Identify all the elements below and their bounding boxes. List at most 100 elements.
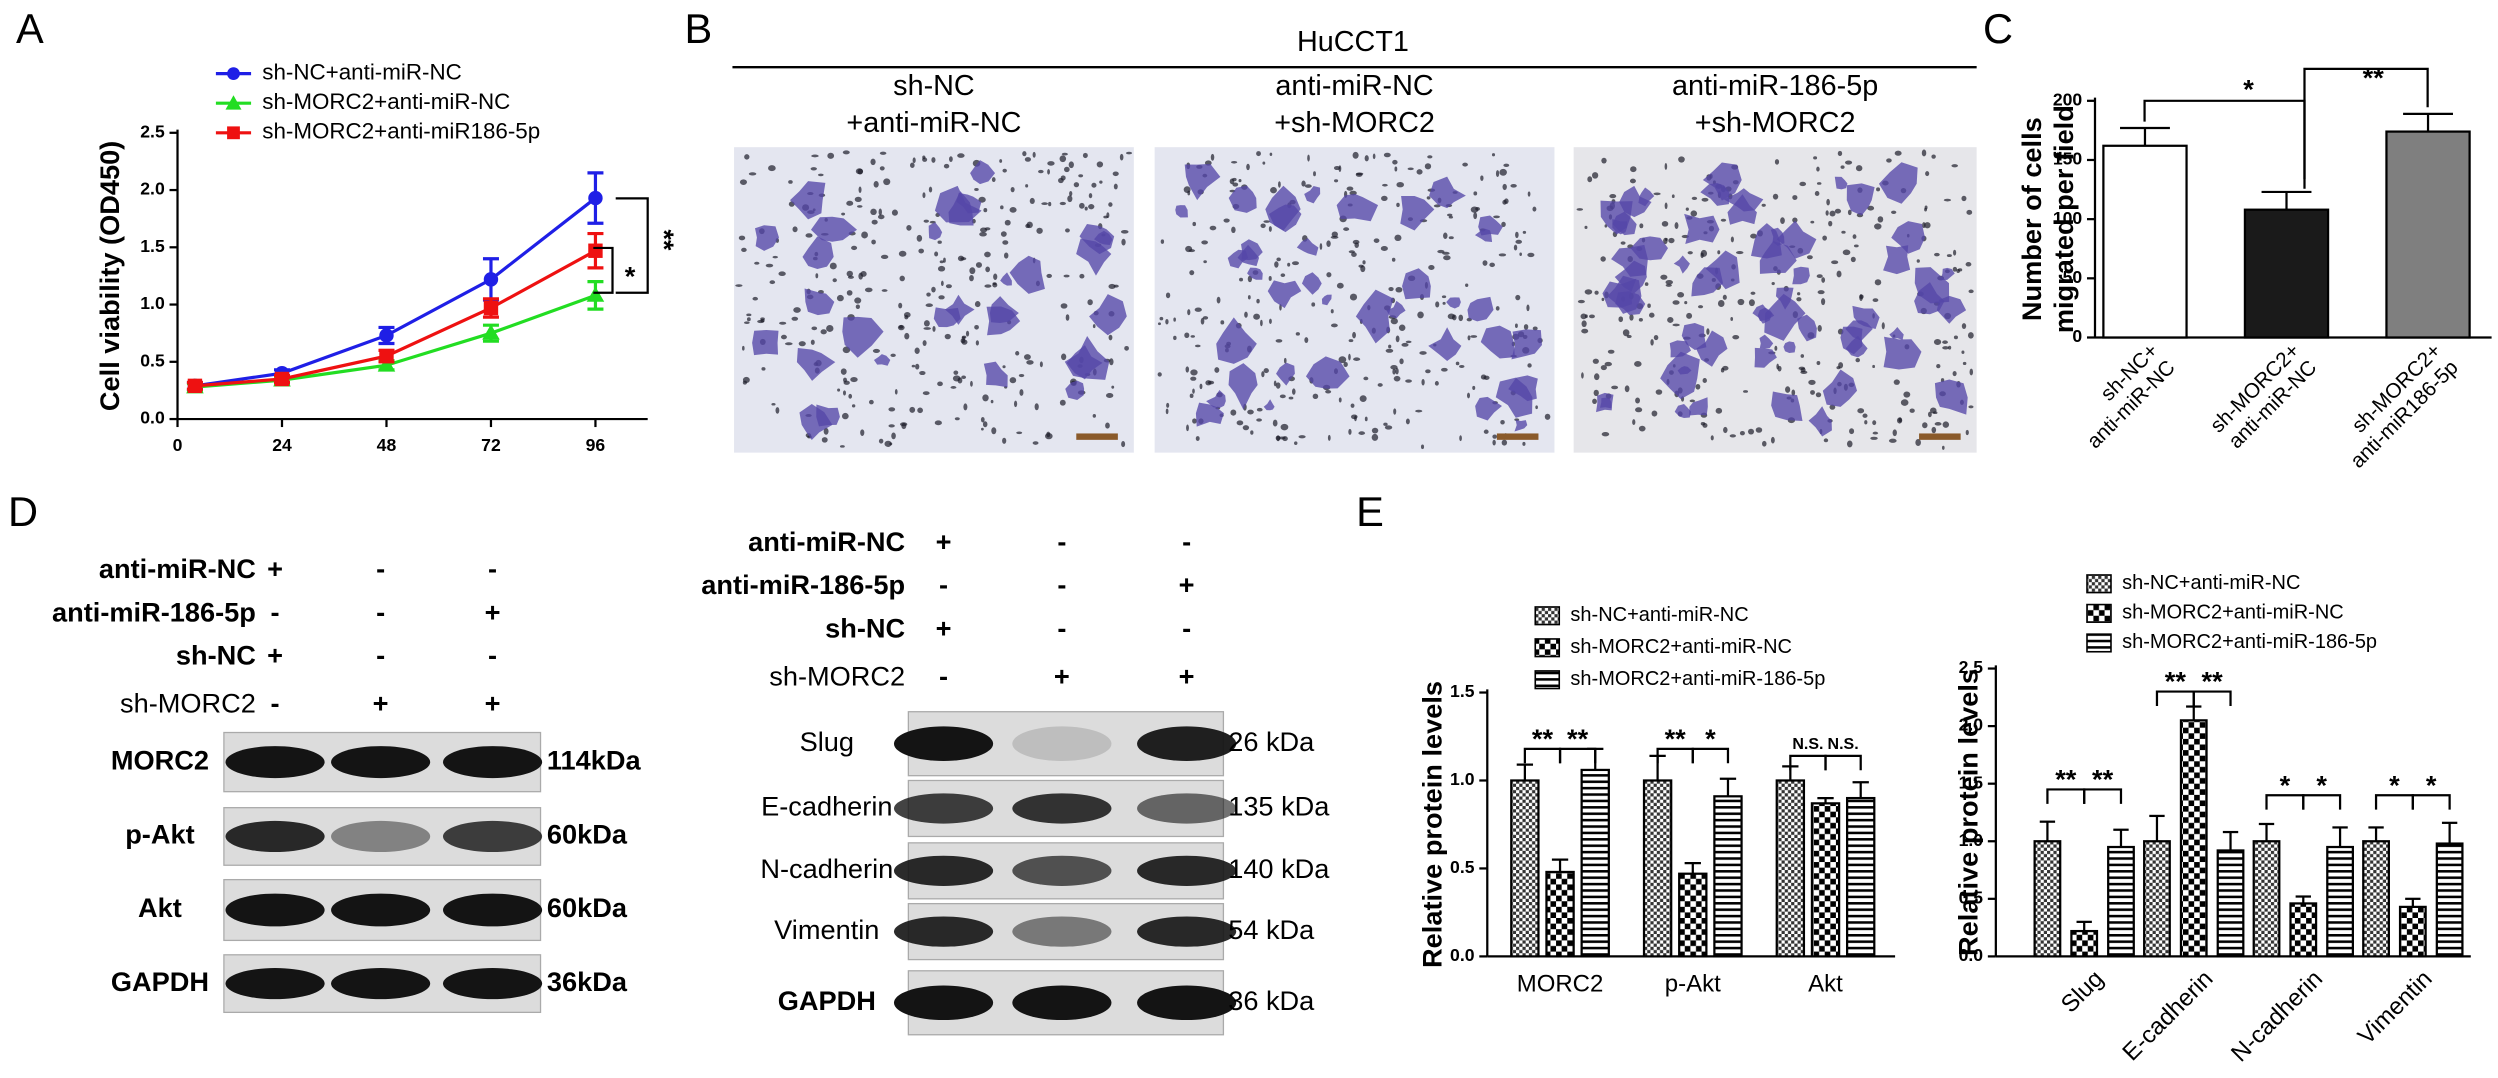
pore [917, 407, 923, 414]
stained-cell [1600, 397, 1612, 409]
pore [1025, 184, 1029, 188]
pore [981, 427, 984, 431]
pore [903, 312, 911, 318]
pore [1594, 290, 1599, 295]
pore [1777, 365, 1782, 372]
pore [1165, 408, 1169, 415]
panel-label: B [684, 5, 712, 52]
pore [954, 417, 960, 421]
scale-bar [1919, 433, 1961, 440]
blot-band [331, 746, 431, 779]
pore [982, 394, 989, 402]
marker [274, 371, 290, 387]
pore [1428, 264, 1435, 270]
y-tick-label: 0.0 [1450, 945, 1475, 965]
pore [934, 420, 942, 426]
pore [1927, 411, 1932, 418]
y-axis-label: Relative protein levels [1417, 681, 1448, 968]
pore [911, 364, 916, 368]
pore [999, 159, 1003, 163]
pore [1260, 319, 1263, 327]
pore [1762, 440, 1767, 447]
stained-cell [1514, 419, 1528, 432]
pore [1425, 369, 1431, 374]
pore [1256, 151, 1261, 157]
stained-cell [1305, 356, 1350, 389]
pore [1106, 212, 1110, 219]
stained-cell [1089, 294, 1127, 336]
pore [1018, 373, 1025, 378]
pore [1953, 335, 1958, 340]
bar [2252, 840, 2281, 958]
x-tick-label: p-Akt [1665, 971, 1721, 998]
pore [792, 226, 798, 233]
pore [878, 438, 884, 444]
pore [1831, 260, 1839, 265]
condition-sign: - [271, 688, 280, 719]
pore [1968, 405, 1974, 409]
blot-band [1137, 985, 1237, 1021]
pore [1343, 227, 1350, 231]
pore [1046, 273, 1052, 278]
x-tick-label: 96 [586, 435, 606, 455]
pore [1261, 371, 1265, 378]
y-tick-label: 1.5 [1959, 772, 1984, 792]
pore [1088, 204, 1095, 210]
y-tick-label: 2.0 [140, 179, 165, 199]
pore [1087, 299, 1093, 306]
pore [1872, 431, 1879, 435]
pore [846, 200, 854, 206]
pore [1272, 419, 1278, 427]
pore [1674, 222, 1679, 230]
pore [810, 167, 817, 171]
pore [975, 340, 979, 346]
text-line: anti-miR-NC [1275, 70, 1433, 102]
pore [1587, 176, 1593, 183]
marker [586, 286, 605, 302]
pore [1589, 314, 1595, 319]
pore [1665, 283, 1672, 287]
stained-cell [928, 222, 943, 241]
pore [1392, 368, 1396, 375]
pore [1701, 197, 1709, 202]
pore [957, 377, 963, 384]
pore [1470, 335, 1478, 338]
pore [1896, 417, 1903, 424]
pore [957, 255, 965, 262]
blot-band [1012, 985, 1112, 1021]
pore [1886, 158, 1892, 163]
significance-label: * [2280, 769, 2291, 800]
pore [1159, 316, 1164, 321]
pore [855, 168, 864, 175]
pore [1495, 306, 1500, 311]
stained-cell [1227, 249, 1249, 269]
pore [1192, 418, 1197, 424]
pore [1388, 344, 1392, 349]
pore [1079, 202, 1085, 209]
pore [854, 196, 862, 203]
condition-label: anti-miR-186-5p [52, 596, 256, 627]
pore [1371, 433, 1379, 441]
text-line: +sh-MORC2 [1695, 107, 1856, 139]
pore [1957, 268, 1963, 272]
pore [841, 412, 849, 420]
pore [739, 179, 747, 185]
pore [1045, 432, 1053, 440]
pore [1433, 204, 1441, 208]
pore [1925, 171, 1930, 177]
pore [1527, 252, 1535, 258]
pore [1223, 218, 1230, 223]
pore [1665, 237, 1668, 241]
pore [1032, 151, 1036, 158]
pore [906, 225, 912, 231]
significance-label: ** [2092, 764, 2114, 795]
pore [1253, 313, 1260, 320]
pore [1246, 163, 1250, 171]
pore [1373, 238, 1380, 243]
stained-cell [1776, 220, 1817, 259]
pore [798, 341, 806, 347]
pore [1185, 245, 1193, 253]
pore [1232, 177, 1237, 182]
pore [752, 296, 758, 301]
pore [1499, 168, 1507, 176]
